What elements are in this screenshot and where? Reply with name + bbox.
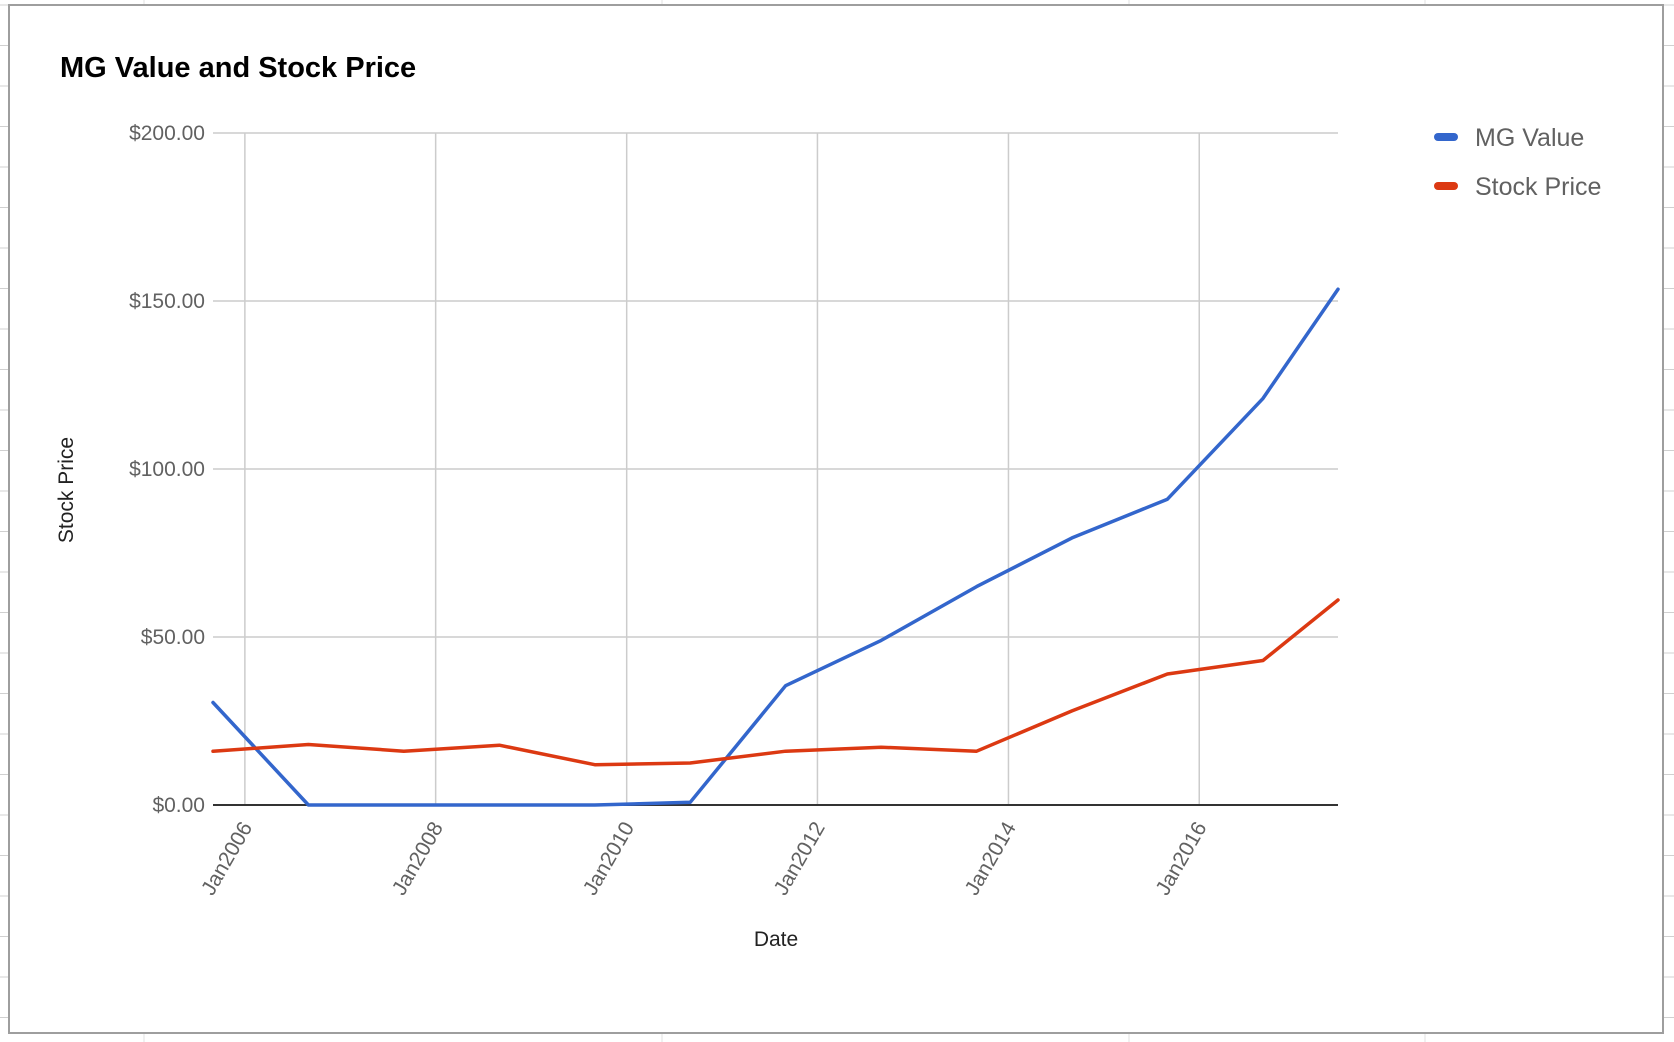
- x-tick-label: Jan2012: [770, 818, 830, 899]
- y-tick-label: $0.00: [152, 794, 205, 817]
- x-tick-label: Jan2006: [197, 818, 257, 899]
- y-tick-label: $150.00: [129, 290, 205, 313]
- series-line-stock-price: [211, 598, 1340, 767]
- legend-label: MG Value: [1475, 124, 1584, 152]
- y-tick-label: $100.00: [129, 458, 205, 481]
- y-tick-label: $50.00: [141, 626, 205, 649]
- x-tick-label: Jan2010: [579, 818, 639, 899]
- grid-lines: [213, 132, 1338, 805]
- legend-label: Stock Price: [1475, 173, 1601, 201]
- legend: MG Value Stock Price: [1434, 124, 1601, 201]
- x-tick-label: Jan2014: [961, 818, 1021, 900]
- legend-swatch: [1434, 133, 1458, 141]
- y-axis-title: Stock Price: [55, 437, 78, 543]
- chart-container[interactable]: [8, 4, 1664, 1034]
- x-axis-title: Date: [754, 928, 798, 951]
- legend-swatch: [1434, 182, 1458, 190]
- series-line-mg-value: [211, 287, 1340, 807]
- chart-title: MG Value and Stock Price: [60, 52, 417, 84]
- series-lines: [211, 287, 1340, 807]
- x-tick-label: Jan2008: [388, 818, 448, 899]
- y-tick-label: $200.00: [129, 122, 205, 145]
- tick-labels: $0.00 $50.00 $100.00 $150.00 $200.00 Jan2006 J…: [129, 122, 1211, 899]
- x-tick-label: Jan2016: [1151, 818, 1211, 899]
